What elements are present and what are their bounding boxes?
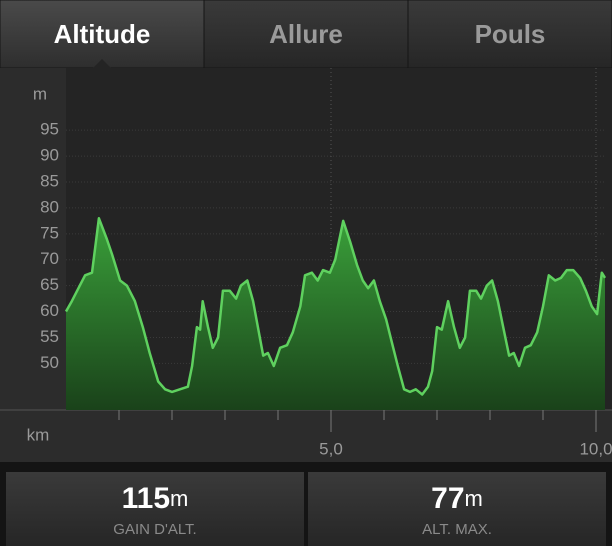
y-tick-label: 75 — [40, 223, 59, 242]
stat-label: GAIN D'ALT. — [113, 521, 196, 538]
tab-background — [203, 0, 409, 69]
stat-label: ALT. MAX. — [422, 521, 492, 538]
x-tick-label: 5,0 — [319, 439, 343, 458]
tab-pointer — [92, 59, 112, 69]
tab[interactable]: Altitude — [0, 0, 205, 69]
y-tick-label: 65 — [40, 275, 59, 294]
stat-number: 77 — [431, 482, 464, 515]
y-tick-label: 50 — [40, 353, 59, 372]
stat-value: 115m — [122, 482, 189, 515]
stat-value: 77m — [431, 482, 483, 515]
x-axis-panel — [0, 410, 612, 462]
y-tick-label: 85 — [40, 171, 59, 190]
stat-panel — [308, 472, 606, 546]
area — [66, 218, 605, 410]
stat-unit: m — [465, 486, 483, 511]
y-tick-label: 60 — [40, 301, 59, 320]
tab-label: Allure — [269, 19, 343, 49]
y-tick-label: 70 — [40, 249, 59, 268]
y-axis-panel — [0, 68, 66, 410]
tab[interactable]: Pouls — [407, 0, 612, 69]
x-axis-label: km — [27, 425, 50, 444]
tab-label: Pouls — [475, 19, 546, 49]
y-axis-label: m — [33, 84, 47, 103]
y-tick-label: 95 — [40, 120, 59, 139]
tab-background — [407, 0, 612, 69]
tab[interactable]: Allure — [203, 0, 409, 69]
stat-number: 115 — [122, 482, 170, 515]
line — [64, 217, 607, 396]
stat-panel — [6, 472, 304, 546]
y-tick-label: 90 — [40, 146, 59, 165]
stat-unit: m — [170, 486, 188, 511]
y-tick-label: 55 — [40, 327, 59, 346]
tab-label: Altitude — [54, 19, 151, 49]
tab-background — [0, 0, 205, 69]
x-tick-label: 10,0 — [579, 439, 612, 458]
y-tick-label: 80 — [40, 197, 59, 216]
